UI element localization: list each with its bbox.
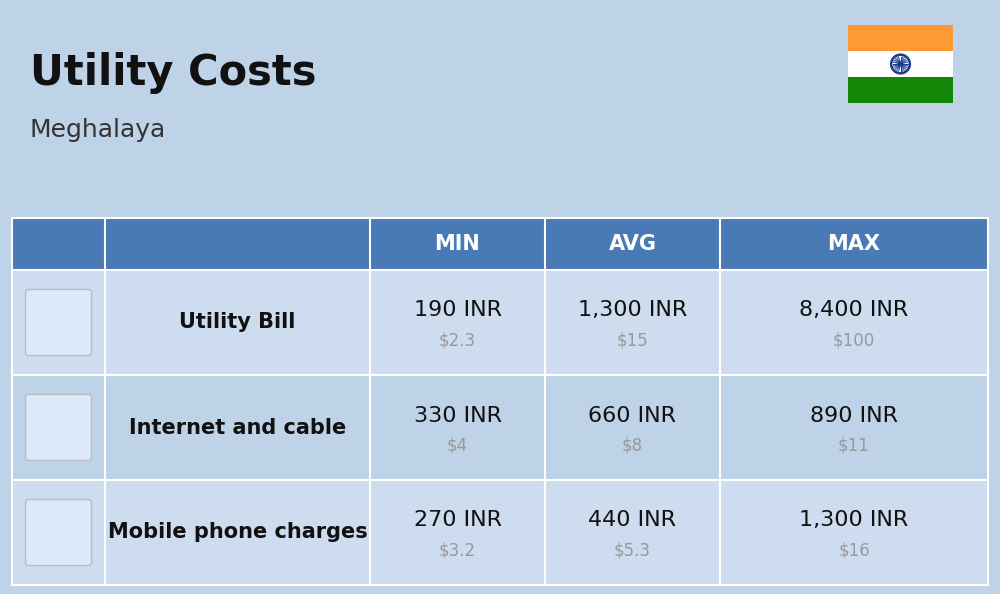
Bar [370,270,545,375]
Text: 1,300 INR: 1,300 INR [578,301,687,321]
FancyBboxPatch shape [26,289,92,355]
Bar [545,375,720,480]
Bar [12,218,105,270]
Text: 660 INR: 660 INR [588,406,676,425]
Circle shape [899,62,902,66]
Bar [370,218,545,270]
Bar [12,375,105,480]
Bar [545,218,720,270]
Text: 190 INR: 190 INR [414,301,502,321]
Bar [720,218,988,270]
FancyBboxPatch shape [26,394,92,460]
Text: $11: $11 [838,437,870,454]
Bar [105,375,370,480]
Circle shape [891,54,910,74]
Text: 330 INR: 330 INR [414,406,502,425]
Text: $2.3: $2.3 [439,331,476,349]
Text: MIN: MIN [435,234,480,254]
Text: $16: $16 [838,542,870,560]
Text: $15: $15 [617,331,648,349]
Circle shape [893,56,908,71]
Bar [720,270,988,375]
Bar [105,218,370,270]
Text: $8: $8 [622,437,643,454]
Bar [848,77,953,103]
Text: Utility Bill: Utility Bill [179,312,296,333]
Text: MAX: MAX [828,234,881,254]
Text: $100: $100 [833,331,875,349]
Bar [105,270,370,375]
Bar [545,480,720,585]
Bar [545,270,720,375]
Text: 8,400 INR: 8,400 INR [799,301,909,321]
Bar [848,51,953,77]
FancyBboxPatch shape [26,500,92,565]
Text: Mobile phone charges: Mobile phone charges [108,523,367,542]
Text: 890 INR: 890 INR [810,406,898,425]
Text: Meghalaya: Meghalaya [30,118,166,142]
Bar [720,375,988,480]
Bar [848,25,953,51]
Bar [12,218,988,585]
Text: $4: $4 [447,437,468,454]
Bar [370,480,545,585]
Bar [720,480,988,585]
Text: 440 INR: 440 INR [588,510,676,530]
Text: Utility Costs: Utility Costs [30,52,316,94]
Text: $3.2: $3.2 [439,542,476,560]
Bar [105,480,370,585]
Text: AVG: AVG [608,234,656,254]
Bar [370,375,545,480]
Text: 270 INR: 270 INR [414,510,502,530]
Text: Internet and cable: Internet and cable [129,418,346,438]
Bar [12,270,105,375]
Bar [12,480,105,585]
Text: 1,300 INR: 1,300 INR [799,510,909,530]
Text: $5.3: $5.3 [614,542,651,560]
